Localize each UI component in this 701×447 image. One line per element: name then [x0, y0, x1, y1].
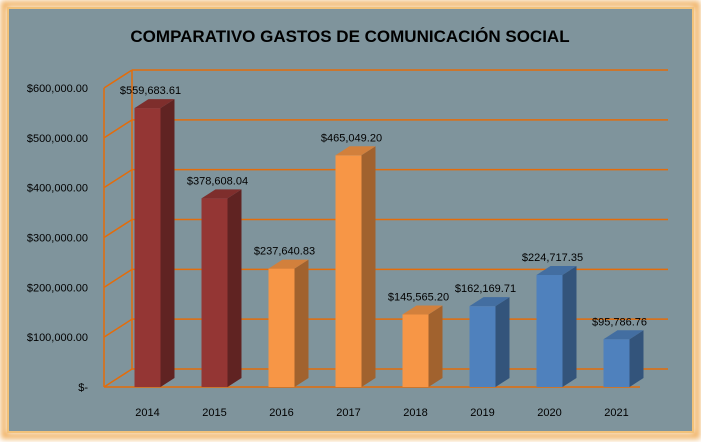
bar-2020: [536, 266, 577, 387]
bar-top: [536, 266, 577, 276]
bar-front: [603, 339, 630, 387]
gridline-side: [103, 318, 133, 338]
bar-2021: [603, 330, 644, 387]
bar-front: [201, 198, 228, 387]
bar-side: [495, 297, 510, 387]
bar-side: [160, 99, 175, 387]
bar-top: [402, 305, 443, 315]
bar-top: [603, 330, 644, 340]
bar-front: [469, 306, 496, 387]
y-tick-label: $400,000.00: [27, 183, 88, 195]
y-tick-label: $500,000.00: [27, 133, 88, 145]
gridline-side: [103, 169, 133, 189]
bar-front: [335, 155, 362, 387]
x-tick-label: 2019: [470, 407, 494, 419]
gridline-side: [103, 69, 133, 89]
bar-front: [536, 275, 563, 387]
gridline-side: [103, 368, 133, 388]
data-label: $378,608.04: [187, 175, 248, 187]
data-label: $162,169.71: [455, 283, 516, 295]
gridline-side: [103, 218, 133, 239]
x-tick-label: 2018: [403, 407, 427, 419]
bar-top: [268, 259, 309, 269]
bars: [134, 99, 644, 387]
bar-top: [134, 99, 175, 109]
bar-2017: [335, 146, 376, 387]
y-tick-label: $200,000.00: [27, 282, 88, 294]
bar-2015: [201, 189, 242, 387]
bar-side: [562, 266, 577, 387]
x-tick-label: 2016: [269, 407, 293, 419]
bar-side: [294, 259, 309, 387]
chart-border-glow: [1, 1, 700, 439]
y-tick-label: $600,000.00: [27, 83, 88, 95]
bar-side: [629, 330, 644, 387]
x-tick-label: 2014: [135, 407, 159, 419]
data-label: $224,717.35: [522, 252, 583, 264]
gridline-side: [103, 119, 133, 139]
data-label: $465,049.20: [321, 132, 382, 144]
bar-2014: [134, 99, 175, 387]
gridline-side: [103, 268, 133, 288]
data-label: $145,565.20: [388, 291, 449, 303]
bar-front: [402, 314, 429, 387]
data-labels: $559,683.61 $378,608.04 $237,640.83 $465,04…: [120, 85, 647, 328]
bar-top: [335, 146, 376, 156]
y-tick-label: $100,000.00: [27, 332, 88, 344]
y-tick-label: $-: [78, 382, 88, 394]
bar-front: [268, 268, 295, 387]
bar-2018: [402, 305, 443, 387]
x-tick-label: 2017: [336, 407, 360, 419]
bar-front: [134, 108, 161, 387]
bar-side: [227, 189, 242, 387]
y-axis-ticks: $- $100,000.00 $200,000.00 $300,000.00 $400,…: [27, 83, 89, 394]
data-label: $559,683.61: [120, 85, 181, 97]
bar-side: [428, 305, 443, 387]
bar-side: [361, 146, 376, 387]
data-label: $237,640.83: [254, 246, 315, 258]
bar-top: [201, 189, 242, 199]
x-tick-label: 2021: [604, 407, 628, 419]
x-axis-ticks: 2014 2015 2016 2017 2018 2019 2020 2021: [135, 407, 628, 419]
x-tick-label: 2015: [202, 407, 226, 419]
bar-2016: [268, 259, 309, 387]
bar-2019: [469, 297, 510, 387]
y-tick-label: $300,000.00: [27, 233, 88, 245]
x-tick-label: 2020: [537, 407, 561, 419]
chart-title: COMPARATIVO GASTOS DE COMUNICACIÓN SOCIA…: [130, 27, 569, 46]
data-label: $95,786.76: [592, 316, 647, 328]
bar-top: [469, 297, 510, 307]
